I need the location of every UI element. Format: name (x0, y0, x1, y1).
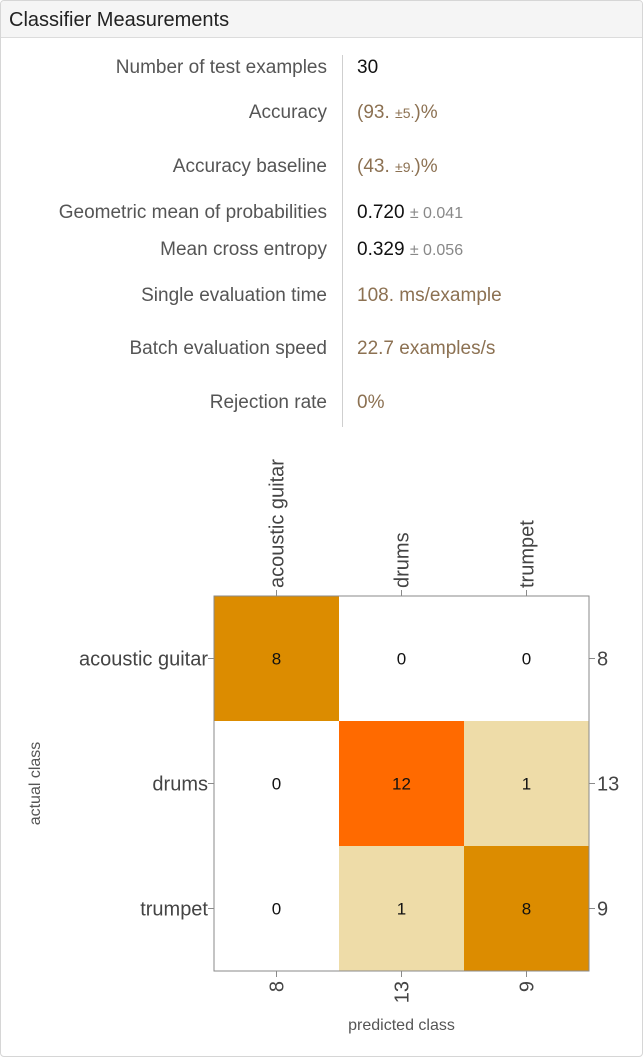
accuracy-baseline-value: (43. ±9.)% (357, 156, 438, 178)
cell-value: 0 (272, 900, 281, 919)
rejection-rate-label: Rejection rate (209, 392, 327, 413)
cross-entropy-number: 0.329 (357, 239, 405, 260)
matrix-cell (339, 596, 464, 721)
x-axis-label: predicted class (348, 1017, 455, 1034)
row-total: 9 (597, 899, 608, 921)
rejection-rate-value: 0% (357, 392, 385, 413)
column-label-acoustic-guitar: acoustic guitar (267, 459, 289, 588)
column-label-drums: drums (392, 532, 414, 588)
batch-speed-label: Batch evaluation speed (129, 338, 327, 359)
cross-entropy-label: Mean cross entropy (160, 239, 327, 260)
cell-value: 0 (272, 775, 281, 794)
geometric-mean-label: Geometric mean of probabilities (58, 202, 327, 223)
evaluation-time-value: 108. ms/example (357, 285, 502, 306)
row-label-trumpet: trumpet (140, 899, 208, 921)
geometric-mean-number: 0.720 (357, 202, 405, 223)
cell-value: 8 (272, 650, 281, 669)
accuracy-label: Accuracy (248, 102, 327, 123)
y-axis-label: actual class (27, 742, 44, 826)
accuracy-baseline-plusminus: ±9. (395, 159, 415, 175)
matrix-cell (214, 846, 339, 971)
cell-value: 0 (522, 650, 531, 669)
accuracy-close: )% (414, 102, 438, 123)
column-total: 8 (267, 981, 289, 992)
evaluation-time-label: Single evaluation time (141, 285, 327, 306)
test-examples-value: 30 (357, 57, 379, 78)
column-label-trumpet: trumpet (517, 520, 539, 588)
cross-entropy-value: 0.329 ± 0.056 (357, 239, 463, 261)
cell-value: 12 (392, 775, 411, 794)
column-total: 13 (392, 981, 414, 1003)
title-bar: Classifier Measurements (1, 1, 642, 38)
accuracy-open: (93. (357, 102, 390, 123)
matrix-cell (464, 596, 589, 721)
matrix-cell (464, 721, 589, 846)
accuracy-baseline-close: )% (414, 156, 438, 177)
panel-title: Classifier Measurements (9, 9, 230, 31)
column-divider (342, 55, 343, 427)
cell-value: 1 (522, 775, 531, 794)
row-total: 8 (597, 649, 608, 671)
cell-value: 0 (397, 650, 406, 669)
matrix-cell (214, 721, 339, 846)
cell-value: 1 (397, 900, 406, 919)
accuracy-value: (93. ±5.)% (357, 102, 438, 124)
accuracy-baseline-open: (43. (357, 156, 390, 177)
column-total: 9 (517, 981, 539, 992)
row-label-acoustic-guitar: acoustic guitar (79, 649, 208, 671)
row-total: 13 (597, 774, 619, 796)
cross-entropy-uncertainty: ± 0.056 (409, 242, 464, 259)
test-examples-label: Number of test examples (115, 57, 327, 78)
geometric-mean-value: 0.720 ± 0.041 (357, 202, 463, 224)
cell-value: 8 (522, 900, 531, 919)
row-label-drums: drums (152, 774, 208, 796)
matrix-cell (339, 846, 464, 971)
accuracy-baseline-label: Accuracy baseline (172, 156, 327, 177)
geometric-mean-uncertainty: ± 0.041 (409, 205, 464, 222)
batch-speed-value: 22.7 examples/s (357, 338, 496, 359)
matrix-cell (339, 721, 464, 846)
accuracy-plusminus: ±5. (395, 105, 415, 121)
matrix-cell (464, 846, 589, 971)
matrix-cell (214, 596, 339, 721)
